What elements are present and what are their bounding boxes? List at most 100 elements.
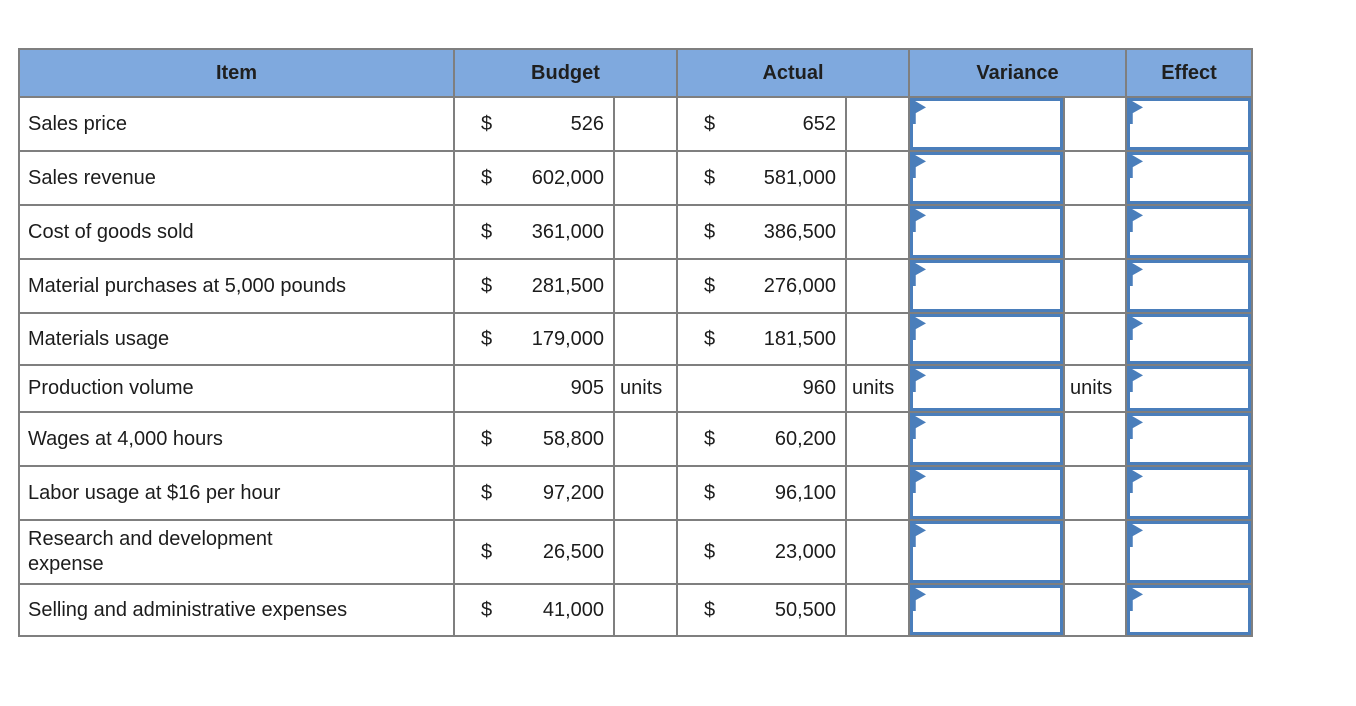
variance-input[interactable] — [911, 207, 1062, 257]
answer-flag-icon — [911, 468, 926, 493]
effect-cell — [1125, 465, 1253, 521]
actual-value-cell: $181,500 — [676, 312, 847, 366]
actual-value-cell: $581,000 — [676, 150, 847, 206]
answer-flag-icon — [911, 414, 926, 439]
variance-unit-cell — [1063, 519, 1127, 585]
variance-cell — [908, 519, 1065, 585]
actual-amount: 652 — [802, 112, 836, 135]
effect-cell — [1125, 364, 1253, 413]
budget-unit-cell — [613, 258, 678, 314]
variance-input[interactable] — [911, 153, 1062, 203]
variance-input[interactable] — [911, 367, 1062, 410]
header-item: Item — [18, 48, 455, 98]
budget-unit-cell — [613, 519, 678, 585]
answer-flag-icon — [1128, 522, 1143, 547]
budget-amount: 26,500 — [542, 540, 604, 563]
currency-symbol: $ — [481, 427, 493, 450]
answer-flag-icon — [1128, 586, 1143, 611]
variance-input[interactable] — [911, 522, 1062, 582]
actual-amount: 60,200 — [774, 427, 836, 450]
variance-input[interactable] — [911, 586, 1062, 634]
effect-input[interactable] — [1128, 153, 1250, 203]
variance-input[interactable] — [911, 261, 1062, 311]
budget-value-cell: $526 — [453, 96, 615, 152]
actual-value-cell: $386,500 — [676, 204, 847, 260]
currency-symbol: $ — [704, 166, 716, 189]
effect-cell — [1125, 96, 1253, 152]
answer-flag-icon — [1128, 99, 1143, 124]
currency-symbol: $ — [704, 220, 716, 243]
answer-flag-icon — [911, 586, 926, 611]
budget-value-cell: $41,000 — [453, 583, 615, 637]
variance-input[interactable] — [911, 99, 1062, 149]
currency-symbol: $ — [481, 112, 493, 135]
budget-value-cell: $602,000 — [453, 150, 615, 206]
currency-symbol: $ — [704, 112, 716, 135]
table-row: Cost of goods sold $361,000 $386,500 — [18, 204, 1253, 260]
variance-cell — [908, 465, 1065, 521]
item-label: Wages at 4,000 hours — [18, 411, 455, 467]
answer-flag-icon — [911, 367, 926, 392]
answer-flag-icon — [911, 153, 926, 178]
currency-symbol: $ — [481, 220, 493, 243]
variance-cell — [908, 583, 1065, 637]
variance-input[interactable] — [911, 468, 1062, 518]
variance-cell — [908, 204, 1065, 260]
effect-input[interactable] — [1128, 367, 1250, 410]
effect-input[interactable] — [1128, 414, 1250, 464]
answer-flag-icon — [911, 99, 926, 124]
actual-amount: 96,100 — [774, 481, 836, 504]
actual-unit-cell — [845, 204, 910, 260]
effect-cell — [1125, 519, 1253, 585]
actual-value-cell: $652 — [676, 96, 847, 152]
currency-symbol: $ — [704, 274, 716, 297]
answer-flag-icon — [1128, 207, 1143, 232]
answer-flag-icon — [1128, 315, 1143, 340]
actual-unit-cell — [845, 258, 910, 314]
variance-cell — [908, 96, 1065, 152]
effect-cell — [1125, 258, 1253, 314]
budget-unit-cell: units — [613, 364, 678, 413]
currency-symbol: $ — [704, 598, 716, 621]
budget-amount: 179,000 — [531, 327, 604, 350]
effect-input[interactable] — [1128, 586, 1250, 634]
variance-unit-cell — [1063, 465, 1127, 521]
variance-cell — [908, 258, 1065, 314]
table-row: Sales revenue $602,000 $581,000 — [18, 150, 1253, 206]
effect-input[interactable] — [1128, 468, 1250, 518]
header-row: Item Budget Actual Variance Effect — [18, 48, 1253, 98]
budget-value-cell: $179,000 — [453, 312, 615, 366]
budget-variance-table: Item Budget Actual Variance Effect Sales… — [18, 48, 1253, 637]
currency-symbol: $ — [481, 598, 493, 621]
variance-input[interactable] — [911, 315, 1062, 363]
effect-input[interactable] — [1128, 315, 1250, 363]
actual-unit-cell — [845, 583, 910, 637]
budget-unit-cell — [613, 204, 678, 260]
actual-value-cell: $50,500 — [676, 583, 847, 637]
table-row: Labor usage at $16 per hour $97,200 $96,… — [18, 465, 1253, 521]
effect-cell — [1125, 312, 1253, 366]
effect-input[interactable] — [1128, 522, 1250, 582]
variance-unit-cell — [1063, 150, 1127, 206]
answer-flag-icon — [1128, 414, 1143, 439]
budget-amount: 905 — [570, 377, 604, 399]
effect-cell — [1125, 411, 1253, 467]
effect-cell — [1125, 204, 1253, 260]
budget-unit-cell — [613, 96, 678, 152]
effect-input[interactable] — [1128, 261, 1250, 311]
budget-value-cell: $97,200 — [453, 465, 615, 521]
actual-unit-cell — [845, 465, 910, 521]
effect-input[interactable] — [1128, 207, 1250, 257]
effect-cell — [1125, 583, 1253, 637]
budget-amount: 526 — [570, 112, 604, 135]
budget-unit-cell — [613, 465, 678, 521]
actual-amount: 181,500 — [763, 327, 836, 350]
variance-input[interactable] — [911, 414, 1062, 464]
effect-input[interactable] — [1128, 99, 1250, 149]
budget-value-cell: $58,800 — [453, 411, 615, 467]
table-row: Wages at 4,000 hours $58,800 $60,200 — [18, 411, 1253, 467]
actual-unit-cell — [845, 150, 910, 206]
currency-symbol: $ — [704, 327, 716, 350]
actual-unit-cell — [845, 96, 910, 152]
